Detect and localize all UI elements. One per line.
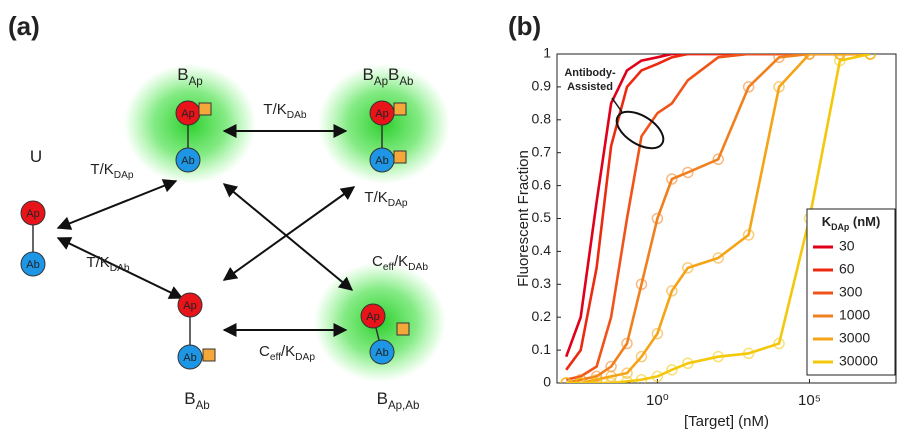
label-part: T/K <box>90 161 113 178</box>
label-part: T/K <box>364 189 387 206</box>
panel-label: (a) <box>8 11 40 41</box>
target <box>203 349 215 361</box>
rate-label: T/KDAb <box>86 254 129 274</box>
aptamer-label: Ap <box>183 300 196 312</box>
y-tick-label: 0.3 <box>532 275 552 291</box>
label-subscript: DAp <box>831 222 850 232</box>
label-subscript: DAp <box>295 352 315 363</box>
target <box>394 151 406 163</box>
label-subscript: DAp <box>114 170 134 181</box>
label-part: U <box>30 147 42 166</box>
label-part: C <box>259 343 270 360</box>
annotation: Antibody- <box>564 67 616 79</box>
state-label: U <box>30 147 42 166</box>
rate-label: T/KDAb <box>263 101 306 121</box>
legend-label: 30 <box>839 238 855 254</box>
label-part: C <box>372 253 383 270</box>
rate-label: T/KDAp <box>90 161 133 181</box>
label-subscript: DAb <box>408 262 428 273</box>
label-part: /K <box>394 253 408 270</box>
legend-label: 300 <box>839 284 863 300</box>
y-tick-label: 0.7 <box>532 143 552 159</box>
antibody-label: Ab <box>375 347 388 359</box>
label-part: B <box>363 65 374 84</box>
antibody-label: Ab <box>181 155 194 167</box>
panel-label: (b) <box>508 11 541 41</box>
label-subscript: Ab <box>399 76 413 88</box>
label-part: (nM) <box>849 214 880 229</box>
antibody-label: Ab <box>183 352 196 364</box>
legend-label: 60 <box>839 261 855 277</box>
y-tick-label: 0.6 <box>532 176 552 192</box>
legend-label: 1000 <box>839 307 870 323</box>
label-part: B <box>177 65 188 84</box>
label-part: B <box>377 389 388 408</box>
label-part: T/K <box>86 254 109 271</box>
x-axis-label: [Target] (nM) <box>684 413 769 430</box>
label-subscript: DAb <box>287 110 307 121</box>
figure: (a) (b) T/KDApT/KDAbCeff/KDAbT/KDApT/KDA… <box>0 0 898 433</box>
label-subscript: DAp <box>388 198 408 209</box>
arrow <box>58 181 176 228</box>
y-tick-label: 0.5 <box>532 209 552 225</box>
label-part: B <box>388 65 399 84</box>
rate-label: Ceff/KDAp <box>259 343 315 363</box>
y-tick-label: 0.1 <box>532 341 552 357</box>
label-subscript: Ap,Ab <box>388 400 419 412</box>
target <box>397 323 409 335</box>
y-tick-label: 0.2 <box>532 308 552 324</box>
y-tick-label: 1 <box>543 45 551 61</box>
label-subscript: DAb <box>110 263 130 274</box>
label-subscript: Ap <box>189 76 203 88</box>
state-label: BAb <box>184 389 209 412</box>
y-axis-label: Fluorescent Fraction <box>515 150 532 287</box>
label-subscript: Ap <box>374 76 388 88</box>
x-tick-label: 10⁵ <box>798 392 821 409</box>
label-subscript: eff <box>270 352 281 363</box>
antibody-label: Ab <box>375 155 388 167</box>
aptamer-label: Ap <box>375 108 388 120</box>
state-label: BAp,Ab <box>377 389 420 412</box>
x-tick-label: 10⁰ <box>646 392 669 409</box>
legend-label: 3000 <box>839 330 870 346</box>
aptamer-label: Ap <box>26 208 39 220</box>
aptamer-label: Ap <box>366 311 379 323</box>
label-subscript: eff <box>383 262 394 273</box>
rate-label: T/KDAp <box>364 189 407 209</box>
antibody-label: Ab <box>26 259 39 271</box>
label-part: /K <box>281 343 295 360</box>
annotation: Assisted <box>567 81 613 93</box>
label-subscript: Ab <box>196 400 210 412</box>
arrow <box>224 184 352 290</box>
y-tick-label: 0.8 <box>532 111 552 127</box>
y-tick-label: 0 <box>543 374 551 390</box>
target <box>199 103 211 115</box>
y-tick-label: 0.4 <box>532 242 552 258</box>
label-part: B <box>184 389 195 408</box>
y-tick-label: 0.9 <box>532 78 552 94</box>
legend-label: 30000 <box>839 353 878 369</box>
aptamer-label: Ap <box>181 108 194 120</box>
target <box>394 103 406 115</box>
label-part: T/K <box>263 101 286 118</box>
page: {"diagram": {"panel_label": "(a)", "stat… <box>0 0 898 433</box>
